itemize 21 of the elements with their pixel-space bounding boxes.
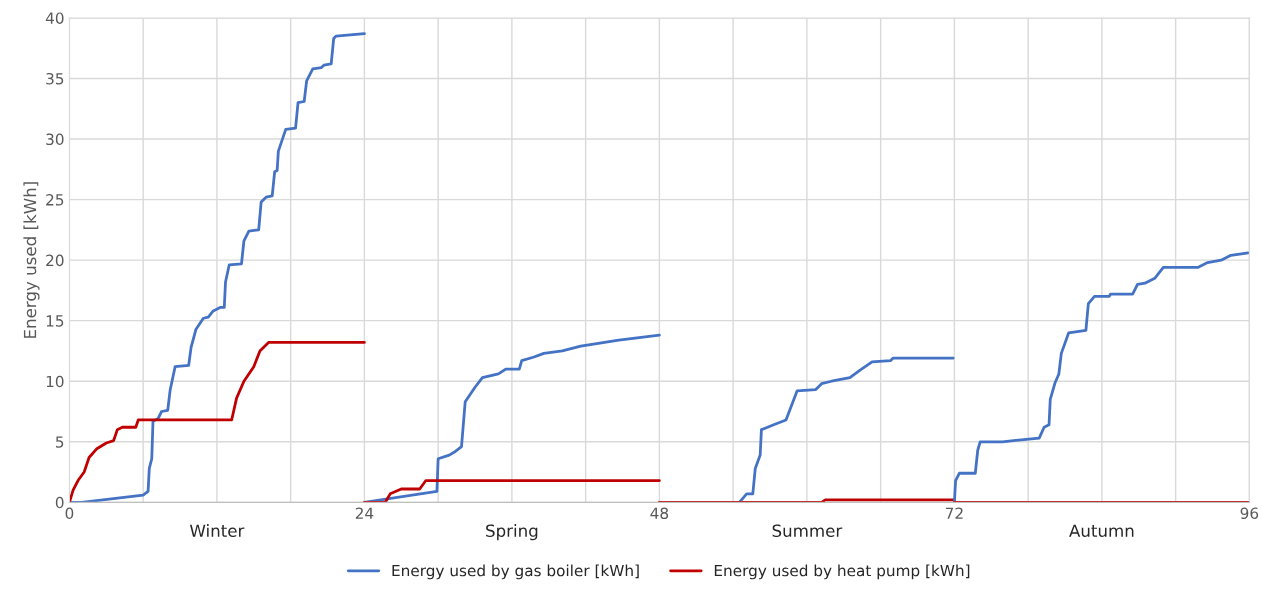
x-tick-label: 24	[355, 507, 374, 519]
x-tick-label: 96	[1240, 507, 1259, 520]
legend-label: Energy used by heat pump [kWh]	[714, 564, 970, 580]
x-tick-label: 48	[650, 507, 669, 520]
y-tick-label: 25	[46, 194, 64, 206]
y-tick-label: 30	[46, 133, 64, 146]
text: Autumn	[1069, 524, 1134, 538]
text: Winter	[189, 524, 245, 538]
text: Spring	[486, 524, 538, 541]
x-tick-label: 0	[65, 507, 74, 520]
x-tick-label: 72	[945, 507, 963, 519]
y-tick-label: 20	[46, 254, 64, 267]
y-tick-label: 15	[46, 315, 64, 327]
text: Summer	[772, 524, 843, 538]
y-tick-label: 10	[46, 375, 64, 388]
y-tick-label: 0	[55, 496, 64, 509]
y-axis-title: Energy used [kWh]	[23, 182, 40, 338]
y-tick-label: 5	[56, 436, 64, 448]
y-tick-label: 40	[45, 12, 64, 24]
y-tick-label: 35	[46, 72, 64, 85]
legend-label: Energy used by gas boiler [kWh]	[392, 564, 639, 580]
